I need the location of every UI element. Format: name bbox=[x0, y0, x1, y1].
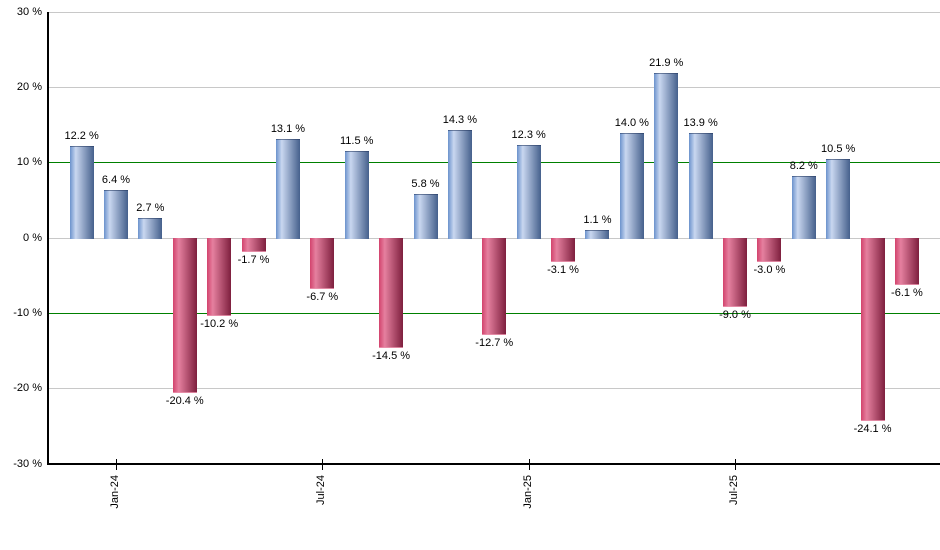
bar-value-label: -6.1 % bbox=[891, 286, 923, 299]
bar-positive bbox=[69, 146, 94, 239]
x-axis-tick-label: Jan-25 bbox=[522, 471, 536, 521]
bar-positive bbox=[516, 145, 541, 239]
bar-value-label: 6.4 % bbox=[101, 173, 131, 186]
bar-negative bbox=[757, 238, 782, 262]
gridline bbox=[48, 11, 940, 13]
bar-negative bbox=[172, 238, 197, 393]
y-axis-tick-label: 20 % bbox=[16, 80, 42, 93]
x-axis-line bbox=[47, 463, 940, 465]
bar-value-label: 8.2 % bbox=[789, 160, 818, 173]
bar-value-label: -20.4 % bbox=[165, 394, 204, 407]
bar-negative bbox=[482, 238, 507, 335]
y-axis-tick-label: 30 % bbox=[16, 5, 42, 18]
bar-value-label: 21.9 % bbox=[649, 57, 684, 70]
bar-value-label: 11.5 % bbox=[340, 135, 374, 148]
x-axis-tick-label-text: Jan-25 bbox=[521, 475, 534, 509]
y-axis-tick-label: -10 % bbox=[13, 306, 42, 319]
bar-positive bbox=[826, 158, 851, 239]
bar-positive bbox=[344, 151, 369, 239]
x-axis-tick-label-text: Jan-24 bbox=[108, 475, 121, 509]
bar-negative bbox=[379, 238, 404, 349]
bar-negative bbox=[723, 238, 747, 307]
x-axis-tick-label: Jul-24 bbox=[315, 471, 329, 521]
bar-value-label: -10.2 % bbox=[200, 317, 239, 330]
y-axis-tick-label: 10 % bbox=[16, 156, 42, 169]
bar-value-label: -12.7 % bbox=[475, 336, 514, 349]
bar-value-label: 13.1 % bbox=[270, 123, 306, 136]
bar-value-label: 5.8 % bbox=[411, 178, 440, 191]
bar-value-label: 12.3 % bbox=[511, 129, 546, 142]
bar-negative bbox=[207, 238, 232, 316]
gridline bbox=[48, 388, 940, 390]
x-axis-tick-label-text: Jul-24 bbox=[315, 475, 328, 505]
bar-positive bbox=[585, 229, 610, 239]
y-axis-line bbox=[47, 12, 49, 465]
x-axis-tick bbox=[115, 459, 117, 470]
bar-value-label: -3.0 % bbox=[753, 263, 786, 276]
bar-value-label: 14.0 % bbox=[614, 116, 649, 129]
bar-value-label: 12.2 % bbox=[64, 130, 99, 143]
bar-negative bbox=[241, 238, 266, 252]
bar-value-label: -1.7 % bbox=[237, 253, 270, 266]
bar-value-label: -9.0 % bbox=[719, 308, 751, 321]
x-axis-tick bbox=[528, 459, 530, 470]
bar-positive bbox=[413, 194, 438, 239]
x-axis-tick bbox=[735, 459, 736, 470]
bar-positive bbox=[688, 133, 713, 239]
bar-positive bbox=[103, 189, 128, 239]
x-axis-tick-label: Jul-25 bbox=[728, 471, 742, 521]
bar-negative bbox=[894, 238, 919, 285]
bar-negative bbox=[860, 238, 885, 421]
bar-negative bbox=[551, 238, 576, 263]
bar-positive bbox=[654, 73, 679, 239]
y-axis-tick-label: -20 % bbox=[13, 382, 42, 395]
bar-value-label: -3.1 % bbox=[547, 264, 579, 277]
y-axis-tick-label: -30 % bbox=[13, 457, 42, 470]
gridline bbox=[48, 86, 940, 88]
bar-negative bbox=[310, 238, 335, 290]
bar-positive bbox=[138, 217, 163, 239]
plot-area: 12.2 % 6.4 % 2.7 % -20.4 % -10.2 % -1.7 % 13.1… bbox=[48, 11, 940, 464]
bar-positive bbox=[619, 132, 644, 239]
x-axis-tick bbox=[322, 459, 324, 470]
bar-value-label: 2.7 % bbox=[136, 201, 165, 214]
bar-positive bbox=[275, 139, 300, 239]
bar-positive bbox=[447, 130, 472, 239]
bar-value-label: 14.3 % bbox=[442, 114, 477, 127]
bar-value-label: -6.7 % bbox=[306, 291, 339, 304]
bar-value-label: -24.1 % bbox=[853, 422, 892, 435]
bar-value-label: 1.1 % bbox=[583, 213, 612, 226]
x-axis-tick-label-text: Jul-25 bbox=[728, 475, 740, 505]
bar-value-label: 13.9 % bbox=[683, 117, 718, 130]
x-axis-tick-label: Jan-24 bbox=[109, 471, 123, 521]
threshold-line bbox=[48, 162, 940, 164]
bar-value-label: 10.5 % bbox=[821, 142, 856, 155]
bar-positive bbox=[791, 176, 816, 239]
y-axis-tick-label: 0 % bbox=[23, 231, 42, 244]
bar-value-label: -14.5 % bbox=[372, 350, 411, 363]
